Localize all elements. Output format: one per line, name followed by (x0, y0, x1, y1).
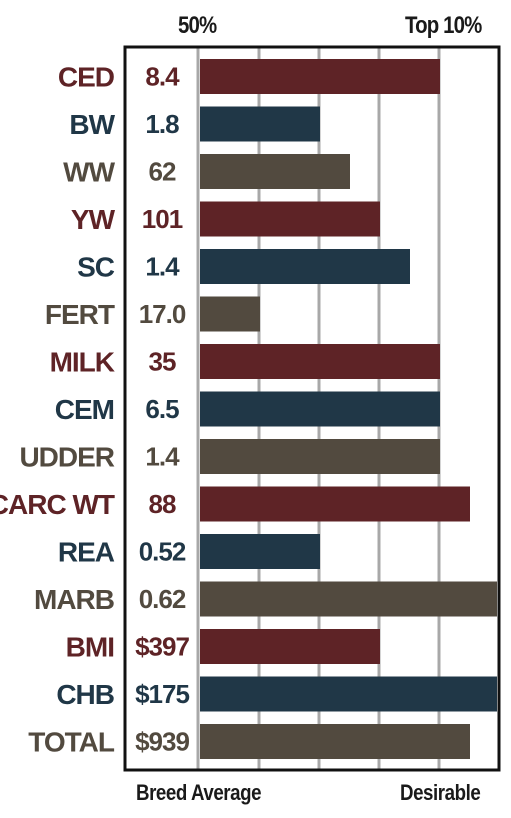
bar-udder (200, 439, 440, 474)
trait-label: CARC WT (0, 489, 115, 520)
trait-label: BW (69, 109, 115, 140)
bar-chb (200, 676, 497, 712)
trait-label: CEM (55, 394, 114, 425)
footer-label-desirable: Desirable (400, 780, 481, 805)
bar-yw (200, 201, 380, 237)
trait-label: CED (58, 62, 115, 93)
bar-ced (200, 59, 440, 94)
value-label: 62 (149, 157, 176, 187)
value-label: $939 (135, 727, 189, 757)
bar-fert (200, 296, 260, 332)
bar-total (200, 724, 470, 759)
trait-label: CHB (56, 679, 114, 710)
value-label: 0.52 (139, 537, 186, 567)
bar-milk (200, 344, 440, 379)
bar-cem (200, 391, 440, 427)
value-label: 8.4 (145, 62, 180, 92)
value-label: 1.4 (145, 252, 180, 282)
value-label: $175 (135, 679, 189, 709)
trait-label: MILK (50, 347, 115, 378)
trait-label: WW (63, 157, 115, 188)
trait-label: UDDER (19, 442, 114, 473)
value-label: 6.5 (145, 394, 179, 424)
bar-sc (200, 249, 410, 284)
trait-label: FERT (45, 299, 115, 330)
trait-label: BMI (66, 632, 114, 663)
value-label: 17.0 (139, 299, 186, 329)
footer-label-breed-average: Breed Average (136, 780, 262, 805)
bar-bmi (200, 629, 380, 664)
chart-frame (123, 45, 501, 772)
trait-label: SC (77, 252, 115, 283)
bar-carc-wt (200, 486, 470, 522)
value-label: 101 (142, 204, 183, 234)
value-label: 0.62 (139, 584, 186, 614)
bar-rea (200, 534, 320, 569)
value-label: 88 (149, 489, 176, 519)
bar-bw (200, 106, 320, 142)
value-label: $397 (135, 632, 189, 662)
header-label-top-10-percent: Top 10% (405, 12, 482, 39)
bar-ww (200, 154, 350, 189)
trait-label: YW (71, 204, 116, 235)
header-label-50-percent: 50% (178, 12, 217, 39)
value-label: 1.4 (145, 442, 180, 472)
trait-label: MARB (34, 584, 114, 615)
trait-label: TOTAL (28, 727, 115, 758)
bar-marb (200, 581, 497, 617)
value-label: 35 (149, 347, 176, 377)
value-label: 1.8 (145, 109, 179, 139)
trait-label: REA (58, 537, 115, 568)
